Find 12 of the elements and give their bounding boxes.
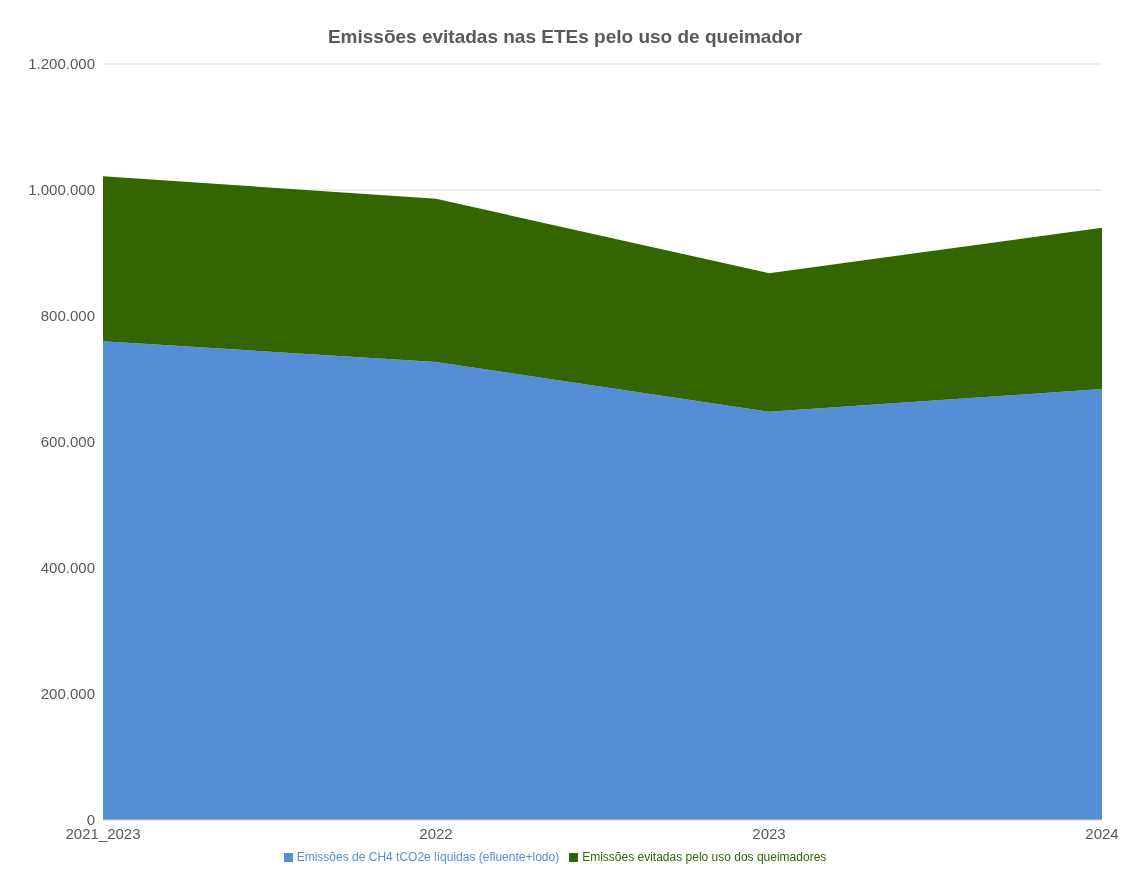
- x-tick-label: 2024: [1085, 824, 1119, 842]
- x-tick-label: 2023: [752, 824, 786, 842]
- legend-label: Emissões evitadas pelo uso dos queimadores: [582, 850, 827, 864]
- y-tick-label: 200.000: [40, 685, 95, 703]
- y-tick-label: 1.200.000: [28, 55, 95, 73]
- y-tick-label: 400.000: [40, 559, 95, 577]
- x-tick-label: 2022: [419, 824, 453, 842]
- y-tick-label: 1.000.000: [28, 181, 95, 199]
- y-tick-label: 800.000: [40, 307, 95, 325]
- chart-title: Emissões evitadas nas ETEs pelo uso de queimador: [326, 25, 804, 49]
- y-tick-label: 600.000: [40, 433, 95, 451]
- legend-label: Emissões de CH4 tCO2e líquidas (efluente+lodo): [296, 850, 560, 864]
